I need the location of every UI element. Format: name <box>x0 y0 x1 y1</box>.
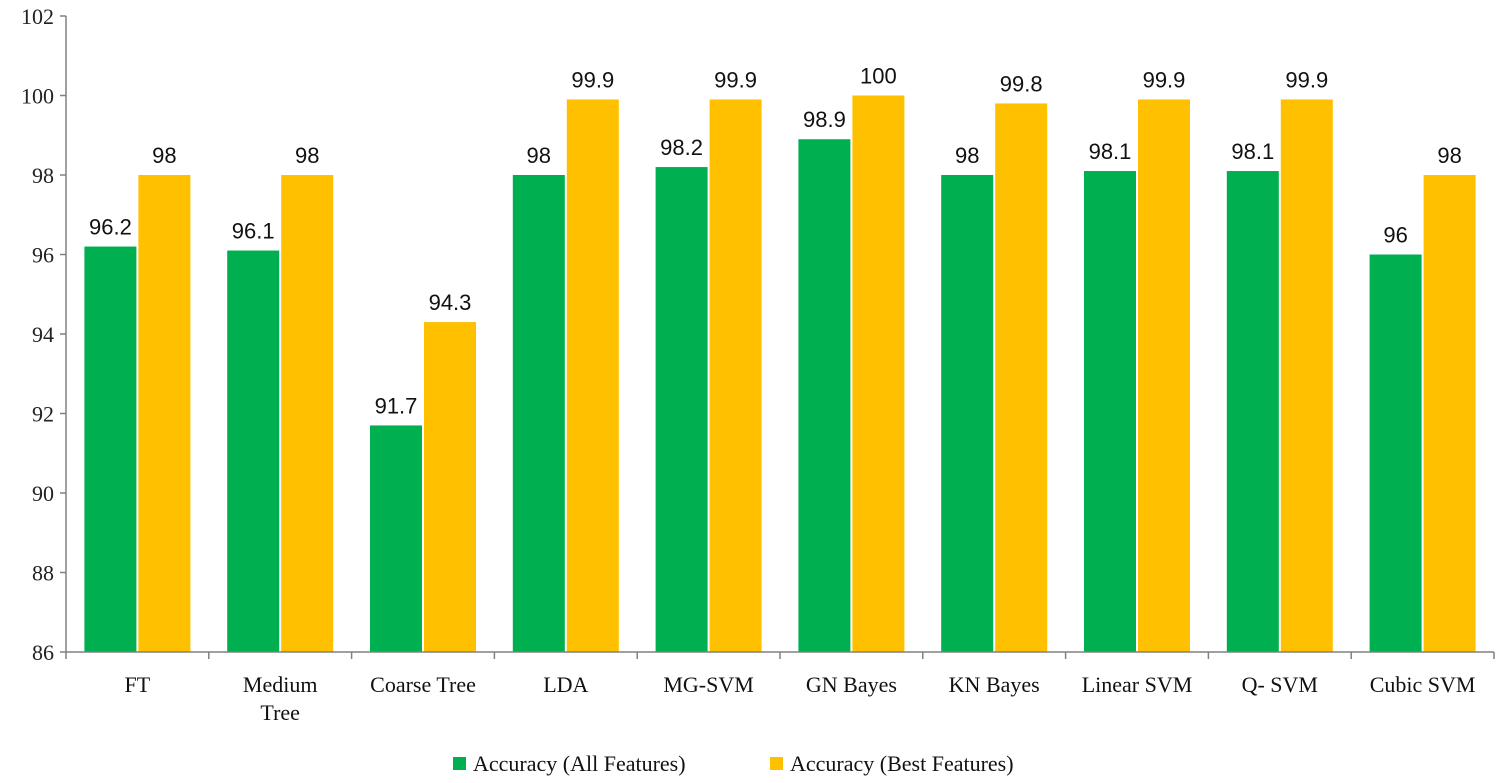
x-tick-label: LDA <box>543 672 588 697</box>
y-tick-label: 92 <box>32 402 54 427</box>
legend-swatch <box>453 757 466 770</box>
y-tick-label: 90 <box>32 481 54 506</box>
data-label: 98.2 <box>660 135 703 160</box>
data-label: 98 <box>1437 143 1461 168</box>
data-label: 94.3 <box>429 290 472 315</box>
y-tick-label: 88 <box>32 561 54 586</box>
bar-all-features <box>370 425 422 652</box>
bar-best-features <box>709 99 762 653</box>
data-label: 98 <box>527 143 551 168</box>
bar-best-features <box>138 175 191 652</box>
bar-all-features <box>84 246 137 653</box>
y-tick-label: 102 <box>21 4 54 29</box>
x-tick-label: Tree <box>260 700 300 725</box>
bar-all-features <box>1084 171 1136 652</box>
y-tick-label: 94 <box>32 322 54 347</box>
bar-best-features <box>566 99 619 653</box>
y-tick-label: 96 <box>32 243 54 268</box>
bar-all-features <box>1226 171 1279 652</box>
data-label: 96 <box>1383 223 1407 248</box>
data-label: 98.1 <box>1231 139 1274 164</box>
data-label: 99.9 <box>571 67 614 92</box>
bar-best-features <box>424 322 476 652</box>
x-tick-label: Linear SVM <box>1082 672 1193 697</box>
x-tick-label: Q- SVM <box>1242 672 1318 697</box>
bar-all-features <box>1369 254 1422 652</box>
bar-best-features <box>281 175 334 652</box>
bar-all-features <box>227 250 280 652</box>
bar-all-features <box>512 175 565 652</box>
data-label: 98.1 <box>1089 139 1132 164</box>
data-labels-group: 96.2 98 96.1 98 91.7 94.3 98 99.9 98.2 99.9 98.9 10… <box>89 64 1462 419</box>
bars-group <box>84 95 1476 653</box>
legend: Accuracy (All Features) Accuracy (Best Fe… <box>453 751 1014 776</box>
data-label: 99.9 <box>1143 67 1186 92</box>
y-tick-label: 86 <box>32 640 54 665</box>
bar-best-features <box>995 103 1048 652</box>
data-label: 99.9 <box>714 67 757 92</box>
legend-label: Accuracy (Best Features) <box>790 751 1014 776</box>
y-tick-label: 98 <box>32 163 54 188</box>
data-label: 98.9 <box>803 107 846 132</box>
data-label: 99.9 <box>1285 67 1328 92</box>
bar-best-features <box>1138 99 1190 653</box>
x-axis: FT Medium Tree Coarse Tree LDA MG-SVM GN Bayes… <box>65 651 1495 725</box>
x-tick-label: Coarse Tree <box>370 672 476 697</box>
bar-all-features <box>655 167 708 653</box>
x-tick-label: KN Bayes <box>949 672 1040 697</box>
bar-best-features <box>1280 99 1333 653</box>
data-label: 98 <box>295 143 319 168</box>
bar-best-features <box>852 95 905 652</box>
bar-best-features <box>1423 175 1476 652</box>
x-tick-label: MG-SVM <box>663 672 753 697</box>
y-axis: 86 88 90 92 94 96 98 100 102 <box>21 4 67 665</box>
data-label: 99.8 <box>1000 71 1043 96</box>
x-tick-label: GN Bayes <box>806 672 897 697</box>
x-tick-label: Medium <box>243 672 318 697</box>
bar-all-features <box>941 175 994 652</box>
data-label: 98 <box>955 143 979 168</box>
data-label: 98 <box>152 143 176 168</box>
legend-swatch <box>770 757 783 770</box>
data-label: 96.1 <box>232 219 275 244</box>
data-label: 96.2 <box>89 215 132 240</box>
x-tick-label: Cubic SVM <box>1370 672 1476 697</box>
x-tick-label: FT <box>125 672 151 697</box>
data-label: 91.7 <box>375 393 418 418</box>
bar-all-features <box>798 139 851 653</box>
data-label: 100 <box>860 64 897 89</box>
legend-label: Accuracy (All Features) <box>473 751 686 776</box>
y-tick-label: 100 <box>21 84 54 109</box>
